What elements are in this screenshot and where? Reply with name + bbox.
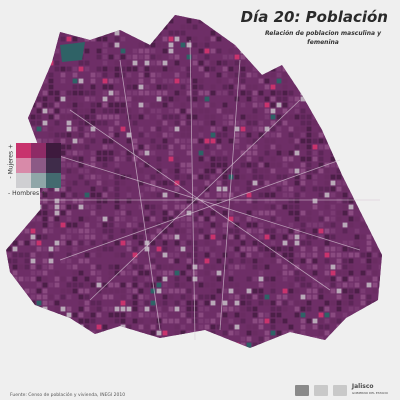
legend-cell-mid-women-high-men <box>46 158 61 173</box>
legend-cell-high-women-mid-men <box>31 143 46 158</box>
road <box>119 59 161 331</box>
legend-cell-mid-women-low-men <box>16 158 31 173</box>
legend-cell-low-women-high-men <box>46 173 61 188</box>
jalisco-logo-sublabel: GOBIERNO DEL ESTADO <box>351 391 388 395</box>
legend-cell-low-women-mid-men <box>31 173 46 188</box>
legend-cell-high-women-high-men <box>46 143 61 158</box>
road <box>189 39 196 341</box>
institution-logo <box>332 384 347 396</box>
legend-men-minus: - <box>8 190 11 197</box>
road <box>39 149 361 251</box>
legend-color-grid <box>16 143 61 188</box>
legend-women-axis: - Mujeres + <box>7 144 15 179</box>
map-title: Día 20: Población <box>240 8 388 26</box>
legend-cell-high-women-low-men <box>16 143 31 158</box>
road <box>219 59 241 331</box>
road <box>59 159 341 261</box>
institution-logo <box>294 384 309 396</box>
road-network <box>39 39 380 341</box>
road <box>89 99 301 301</box>
institution-logo <box>313 384 328 396</box>
legend-cell-mid-women-mid-men <box>31 158 46 173</box>
legend-men-label: Hombres <box>12 190 40 197</box>
legend-cell-low-women-low-men <box>16 173 31 188</box>
source-citation: Fuente: Censo de población y vivienda, I… <box>10 393 126 398</box>
bivariate-legend: - Mujeres + - Hombres + <box>2 138 72 198</box>
footer-logos: Jalisco GOBIERNO DEL ESTADO <box>294 384 388 396</box>
legend-men-axis: - Hombres + <box>8 190 46 197</box>
map-subtitle: Relación de poblacion masculina y femeni… <box>264 30 382 46</box>
legend-men-plus: + <box>41 190 47 197</box>
jalisco-logo: Jalisco GOBIERNO DEL ESTADO <box>352 384 388 396</box>
park-area <box>60 42 85 62</box>
jalisco-logo-label: Jalisco <box>351 383 374 390</box>
